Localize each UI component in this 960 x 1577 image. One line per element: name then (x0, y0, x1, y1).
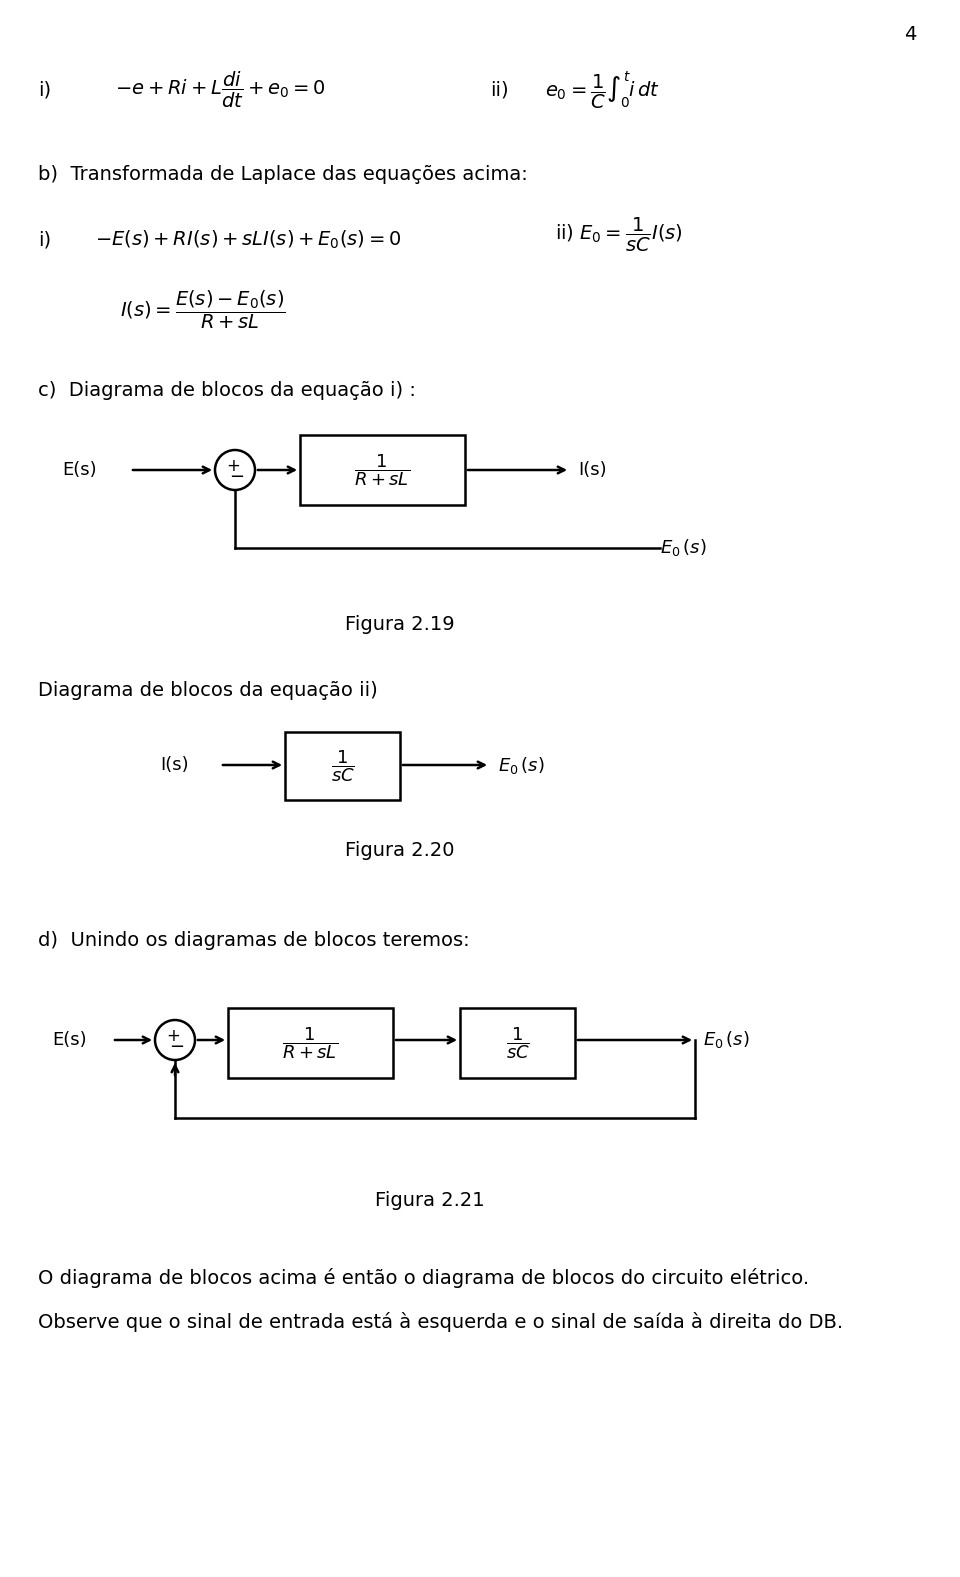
Bar (300, 435, 465, 505)
Text: −: − (169, 1038, 184, 1057)
Text: I(s): I(s) (578, 460, 607, 479)
Text: d)  Unindo os diagramas de blocos teremos:: d) Unindo os diagramas de blocos teremos… (38, 930, 469, 949)
Text: +: + (226, 457, 240, 475)
Text: Diagrama de blocos da equação ii): Diagrama de blocos da equação ii) (38, 681, 377, 700)
Text: −: − (229, 468, 245, 486)
Text: ii): ii) (490, 80, 509, 99)
Text: I(s): I(s) (160, 755, 188, 774)
Text: ii) $E_0 = \dfrac{1}{sC}I(s)$: ii) $E_0 = \dfrac{1}{sC}I(s)$ (555, 216, 683, 254)
Text: E(s): E(s) (52, 1031, 86, 1049)
Bar (228, 1008, 393, 1079)
Text: $\dfrac{1}{sC}$: $\dfrac{1}{sC}$ (506, 1025, 530, 1061)
Bar (460, 1008, 575, 1079)
Text: +: + (166, 1027, 180, 1046)
Text: $\dfrac{1}{sC}$: $\dfrac{1}{sC}$ (330, 747, 354, 784)
Text: $E_0\,(s)$: $E_0\,(s)$ (660, 538, 707, 558)
Text: Observe que o sinal de entrada está à esquerda e o sinal de saída à direita do D: Observe que o sinal de entrada está à es… (38, 1312, 843, 1333)
Text: E(s): E(s) (62, 460, 97, 479)
Text: $\dfrac{1}{R + sL}$: $\dfrac{1}{R + sL}$ (282, 1025, 339, 1061)
Text: i): i) (38, 80, 51, 99)
Text: $E_0\,(s)$: $E_0\,(s)$ (498, 754, 544, 776)
Text: $-e + Ri + L\dfrac{di}{dt} + e_0 = 0$: $-e + Ri + L\dfrac{di}{dt} + e_0 = 0$ (115, 69, 325, 110)
Text: i): i) (38, 230, 51, 249)
Text: $\dfrac{1}{R + sL}$: $\dfrac{1}{R + sL}$ (354, 453, 411, 487)
Text: Figura 2.19: Figura 2.19 (346, 615, 455, 634)
Text: O diagrama de blocos acima é então o diagrama de blocos do circuito elétrico.: O diagrama de blocos acima é então o dia… (38, 1268, 809, 1288)
Text: $e_0 = \dfrac{1}{C}\int_0^{t} i\,dt$: $e_0 = \dfrac{1}{C}\int_0^{t} i\,dt$ (545, 69, 660, 110)
Text: 4: 4 (903, 25, 916, 44)
Bar (285, 732, 400, 800)
Text: $I(s) = \dfrac{E(s) - E_0(s)}{R + sL}$: $I(s) = \dfrac{E(s) - E_0(s)}{R + sL}$ (120, 289, 286, 331)
Text: c)  Diagrama de blocos da equação i) :: c) Diagrama de blocos da equação i) : (38, 380, 416, 399)
Text: b)  Transformada de Laplace das equações acima:: b) Transformada de Laplace das equações … (38, 166, 528, 185)
Text: $-E(s) + RI(s) + sLI(s) + E_0(s) = 0$: $-E(s) + RI(s) + sLI(s) + E_0(s) = 0$ (95, 229, 401, 251)
Text: $E_0\,(s)$: $E_0\,(s)$ (703, 1030, 750, 1050)
Text: Figura 2.20: Figura 2.20 (346, 841, 455, 859)
Text: Figura 2.21: Figura 2.21 (375, 1191, 485, 1210)
